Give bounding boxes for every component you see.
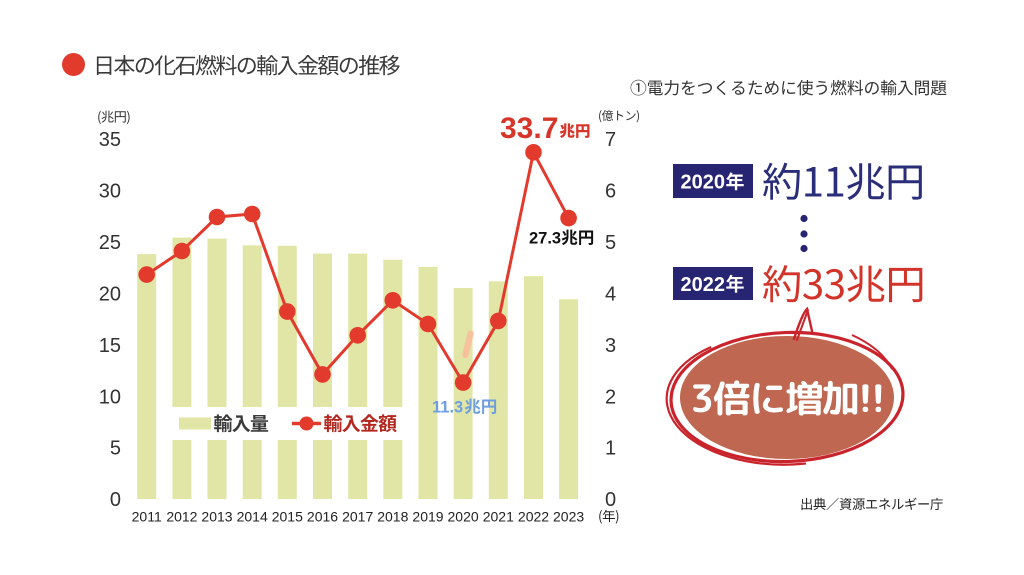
svg-text:11.3: 11.3: [432, 399, 463, 417]
svg-text:27.3: 27.3: [529, 230, 561, 248]
svg-text:35: 35: [99, 129, 121, 151]
svg-text:2023: 2023: [553, 508, 584, 524]
svg-text:4: 4: [605, 283, 616, 305]
svg-text:7: 7: [605, 129, 616, 151]
svg-text:15: 15: [99, 335, 121, 357]
svg-text:6: 6: [605, 181, 616, 203]
svg-text:2020: 2020: [681, 172, 726, 194]
svg-text:3: 3: [605, 335, 616, 357]
svg-text:2020: 2020: [448, 508, 479, 524]
svg-text:25: 25: [99, 232, 121, 254]
svg-text:2022: 2022: [681, 274, 726, 296]
svg-text:2021: 2021: [483, 508, 514, 524]
svg-text:2015: 2015: [272, 508, 303, 524]
svg-text:33.7: 33.7: [500, 112, 558, 145]
svg-text:2: 2: [605, 386, 616, 408]
svg-text:2016: 2016: [307, 508, 338, 524]
svg-text:2018: 2018: [377, 508, 408, 524]
svg-text:2017: 2017: [342, 508, 373, 524]
svg-text:2012: 2012: [166, 508, 197, 524]
svg-text:2013: 2013: [201, 508, 232, 524]
svg-text:10: 10: [99, 386, 121, 408]
svg-text:30: 30: [99, 181, 121, 203]
svg-text:5: 5: [605, 232, 616, 254]
svg-text:2019: 2019: [412, 508, 443, 524]
svg-text:1: 1: [605, 438, 616, 460]
svg-text:2011: 2011: [132, 508, 162, 524]
svg-text:0: 0: [110, 489, 121, 511]
svg-text:20: 20: [99, 283, 121, 305]
svg-text:5: 5: [110, 438, 121, 460]
svg-text:2022: 2022: [518, 508, 549, 524]
svg-text:2014: 2014: [237, 508, 268, 524]
svg-text:0: 0: [605, 489, 616, 511]
